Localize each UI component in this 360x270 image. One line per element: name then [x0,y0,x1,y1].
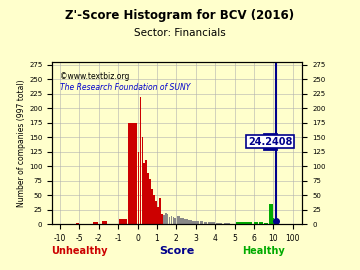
Bar [188,220,192,224]
Bar [149,179,151,224]
Bar [167,214,168,224]
Bar [269,204,273,224]
Y-axis label: Number of companies (997 total): Number of companies (997 total) [17,79,26,207]
Bar [216,223,222,224]
Bar [175,218,176,224]
Bar [76,223,79,224]
Bar [224,223,230,224]
Bar [161,214,163,224]
Bar [211,222,215,224]
Bar [102,221,108,224]
Bar [208,222,211,224]
Bar [151,189,153,224]
Bar [143,163,145,224]
Bar [165,212,167,224]
Bar [192,221,195,224]
Bar [180,218,184,224]
Bar [159,198,161,224]
Bar [93,222,98,224]
Bar [255,222,258,224]
Bar [141,137,143,224]
Bar [119,219,127,224]
Text: The Research Foundation of SUNY: The Research Foundation of SUNY [60,83,190,92]
Bar [155,201,157,224]
X-axis label: Score: Score [160,246,195,256]
Bar [184,220,188,224]
Text: Z'-Score Histogram for BCV (2016): Z'-Score Histogram for BCV (2016) [66,9,294,22]
Text: Sector: Financials: Sector: Financials [134,28,226,38]
Bar [147,173,149,224]
Bar [169,217,170,224]
Bar [153,195,155,224]
Bar [264,223,268,224]
Text: Unhealthy: Unhealthy [51,246,108,256]
Bar [145,160,147,224]
Bar [163,215,165,224]
Bar [138,152,139,224]
Text: Healthy: Healthy [242,246,285,256]
Text: ©www.textbiz.org: ©www.textbiz.org [60,72,129,81]
Bar [176,216,180,224]
Text: 24.2408: 24.2408 [248,137,292,147]
Bar [172,217,174,224]
Bar [157,207,159,224]
Bar [204,222,207,224]
Bar [237,222,252,224]
Bar [196,221,199,224]
Bar [171,216,172,224]
Bar [259,222,263,224]
Bar [140,97,141,224]
Bar [200,221,203,224]
Bar [128,123,137,224]
